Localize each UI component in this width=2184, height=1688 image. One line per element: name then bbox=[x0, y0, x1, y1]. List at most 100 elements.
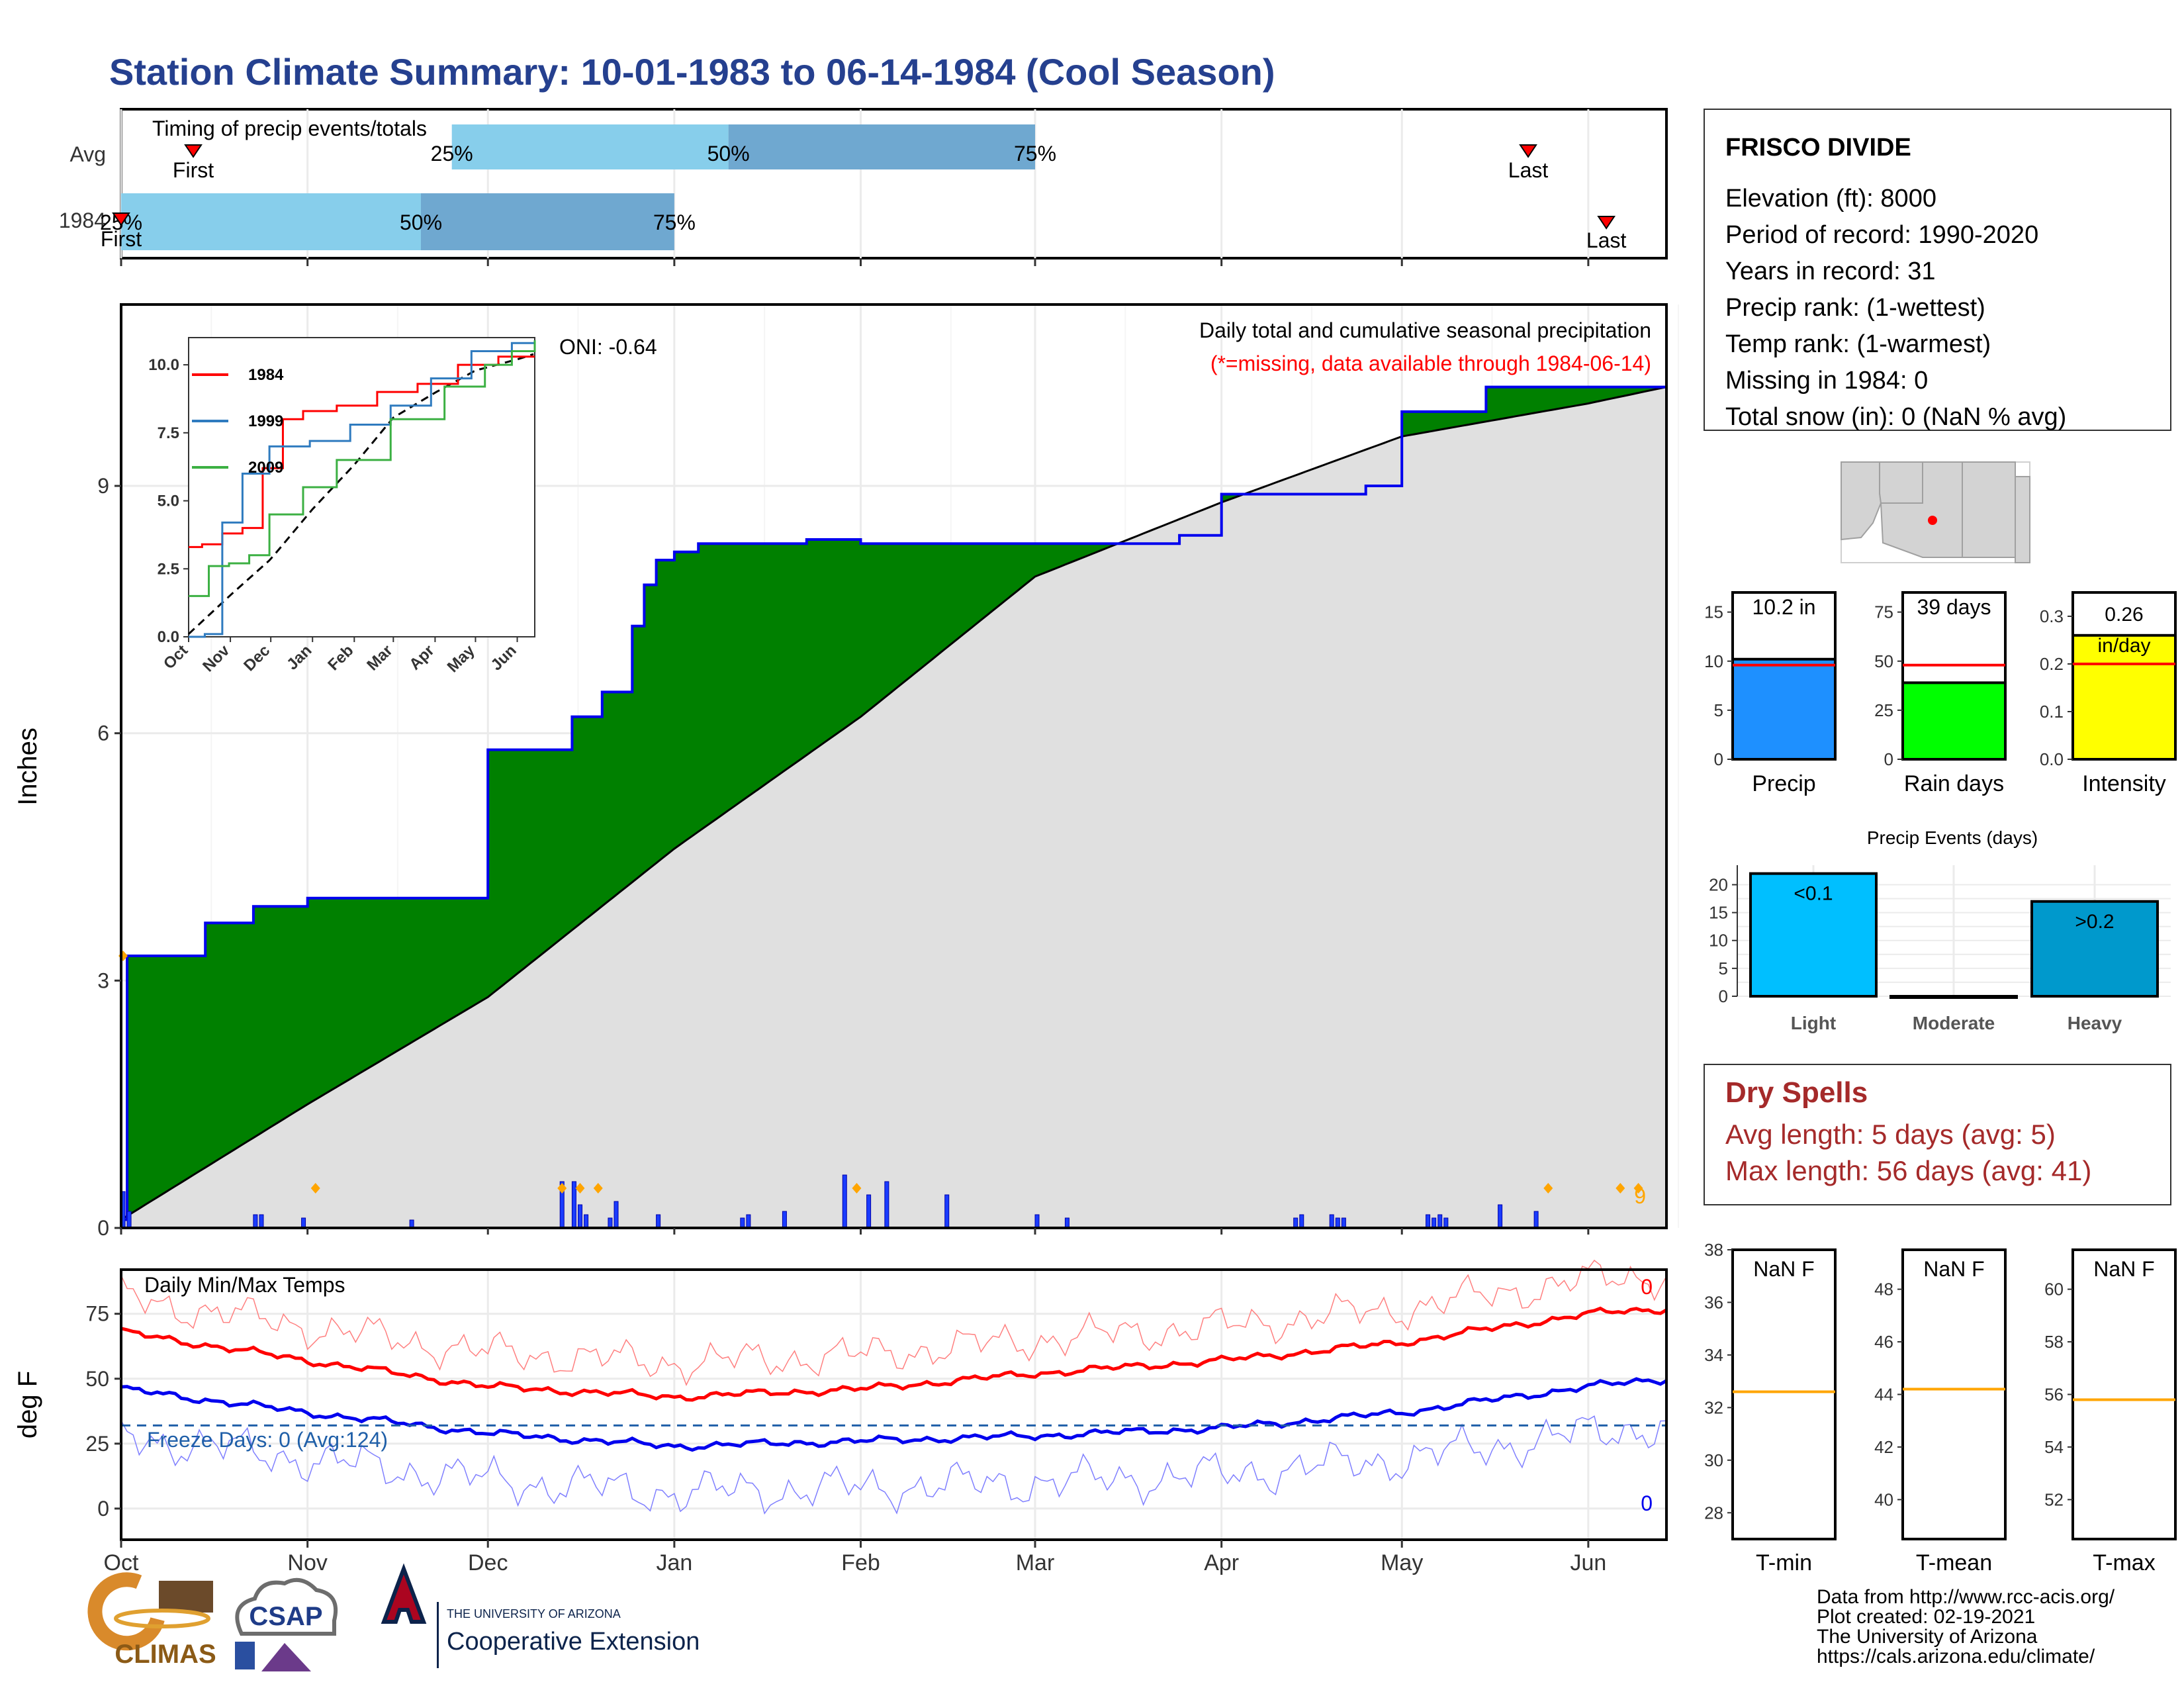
ua-block-a-icon bbox=[381, 1563, 427, 1624]
dry-spells-max: Max length: 56 days (avg: 41) bbox=[1725, 1155, 2091, 1186]
temp-summary-y-tick-label: 32 bbox=[1704, 1397, 1723, 1417]
precip-y-tick-label: 6 bbox=[97, 722, 109, 745]
temp-summary-value-label: NaN F bbox=[1923, 1257, 1984, 1281]
inset-series-line bbox=[189, 340, 536, 638]
daily-precip-bar bbox=[944, 1194, 950, 1229]
station-box-frame bbox=[1704, 109, 2171, 431]
inset-y-tick-label: 2.5 bbox=[158, 560, 179, 578]
temp-summary-y-tick-label: 38 bbox=[1704, 1240, 1723, 1260]
station-line: Total snow (in): 0 (NaN % avg) bbox=[1725, 403, 2066, 431]
events-title: Precip Events (days) bbox=[1867, 827, 2038, 848]
summary-axis-label: Rain days bbox=[1904, 771, 2004, 796]
temp-summary-value-label: NaN F bbox=[2093, 1257, 2154, 1281]
avg-50-75-bar bbox=[728, 124, 1036, 169]
month-label: Jan bbox=[656, 1550, 692, 1575]
temp-y-tick-label: 50 bbox=[85, 1367, 109, 1391]
csap-mountain-icon bbox=[261, 1643, 311, 1671]
ua-name-text: THE UNIVERSITY OF ARIZONA bbox=[447, 1607, 621, 1620]
station-line: Period of record: 1990-2020 bbox=[1725, 221, 2038, 249]
daily-precip-bar bbox=[1293, 1217, 1298, 1229]
timing-row-avg: Avg bbox=[69, 142, 106, 166]
month-label: Nov bbox=[287, 1550, 327, 1575]
footer-line: https://cals.arizona.edu/climate/ bbox=[1817, 1646, 2095, 1667]
month-label: Mar bbox=[1016, 1550, 1055, 1575]
daily-precip-bar bbox=[578, 1204, 583, 1229]
daily-precip-bar bbox=[1443, 1217, 1449, 1229]
precip-y-tick-label: 3 bbox=[97, 968, 109, 992]
nevada-utah-shape bbox=[1879, 461, 1923, 504]
station-location-marker bbox=[1928, 516, 1937, 525]
event-category-label: Moderate bbox=[1913, 1013, 1995, 1033]
events-y-tick-label: 0 bbox=[1719, 986, 1728, 1006]
precip-y-label: Inches bbox=[13, 727, 42, 806]
avg-min-temp-line bbox=[120, 1377, 1668, 1452]
missing-marker bbox=[575, 1183, 585, 1194]
climas-emblem-icon bbox=[159, 1581, 213, 1613]
1984-50-75-bar bbox=[421, 193, 674, 250]
avg-50-label: 50% bbox=[707, 142, 750, 165]
temp-summary-y-tick-label: 58 bbox=[2044, 1332, 2064, 1352]
summary-y-tick-label: 0 bbox=[1884, 749, 1893, 769]
temp-summary-axis-label: T-mean bbox=[1916, 1550, 1992, 1575]
timing-panel: Timing of precip events/totals Avg 1984 … bbox=[59, 108, 1668, 266]
daily-precip-bar bbox=[884, 1181, 889, 1229]
summary-axis-label: Intensity bbox=[2082, 771, 2166, 796]
temp-summary-y-tick-label: 42 bbox=[1874, 1437, 1893, 1457]
precip-title: Daily total and cumulative seasonal prec… bbox=[1199, 318, 1651, 342]
summary-y-tick-label: 25 bbox=[1874, 700, 1893, 720]
daily-precip-bar bbox=[1426, 1214, 1431, 1229]
temp-summary-y-tick-label: 30 bbox=[1704, 1450, 1723, 1470]
avg-75-label: 75% bbox=[1014, 142, 1056, 165]
avg-first-marker bbox=[184, 144, 203, 158]
daily-precip-bar bbox=[1432, 1217, 1437, 1229]
temp-summary-y-tick-label: 34 bbox=[1704, 1345, 1723, 1365]
temp-y-ticks: 0 25 50 75 bbox=[85, 1302, 121, 1521]
event-bar-label: <0.1 bbox=[1794, 883, 1833, 905]
inset-y-tick-label: 5.0 bbox=[158, 492, 179, 510]
ua-divider bbox=[437, 1602, 439, 1668]
summary-y-tick-label: 10 bbox=[1704, 651, 1723, 671]
temp-y-label: deg F bbox=[13, 1371, 42, 1438]
inset-frame bbox=[188, 337, 535, 637]
event-category-label: Heavy bbox=[2068, 1013, 2122, 1033]
missing-marker bbox=[557, 1183, 567, 1194]
events-bars: <0.1 Light Moderate >0.2 Heavy 0 5 10 15 20 bbox=[1709, 865, 2171, 1033]
daily-precip-bar bbox=[571, 1181, 576, 1229]
missing-note: (*=missing, data available through 1984-… bbox=[1210, 352, 1651, 375]
summary-value-bar bbox=[1731, 657, 1837, 761]
footer-credits: Data from http://www.rcc-acis.org/ Plot … bbox=[1817, 1586, 2115, 1667]
footer-line: Plot created: 02-19-2021 bbox=[1817, 1606, 2035, 1628]
temp-summary-frame bbox=[2071, 1248, 2177, 1540]
dry-spells-box: Dry Spells Avg length: 5 days (avg: 5) M… bbox=[1704, 1064, 2171, 1205]
missing-marker bbox=[1543, 1183, 1553, 1194]
daily-precip-bar bbox=[259, 1214, 264, 1229]
daily-precip-bar bbox=[608, 1217, 613, 1229]
daily-precip-bar bbox=[656, 1214, 661, 1229]
temp-summary-y-tick-label: 60 bbox=[2044, 1280, 2064, 1299]
daily-precip-bar bbox=[1498, 1204, 1503, 1229]
daily-precip-bar bbox=[782, 1211, 787, 1229]
temp-y-tick-label: 75 bbox=[85, 1302, 109, 1326]
temp-plot bbox=[120, 1259, 1668, 1515]
temp-summary-axis-label: T-min bbox=[1756, 1550, 1812, 1575]
coop-extension-text: Cooperative Extension bbox=[447, 1628, 700, 1656]
csap-cloud-icon bbox=[235, 1577, 338, 1636]
avg-25-50-bar bbox=[451, 124, 729, 169]
summary-y-tick-label: 0.0 bbox=[2040, 749, 2064, 769]
1984-first-marker bbox=[112, 212, 130, 226]
month-label: Oct bbox=[104, 1550, 139, 1575]
daily-precip-bar bbox=[1064, 1217, 1069, 1229]
temp-title: Daily Min/Max Temps bbox=[144, 1273, 345, 1297]
climas-logo-text: CLIMAS bbox=[114, 1640, 216, 1669]
missing-marker bbox=[1615, 1183, 1625, 1194]
daily-precip-bar bbox=[1341, 1217, 1346, 1229]
events-y-tick-label: 20 bbox=[1709, 874, 1728, 894]
daily-precip-bar bbox=[584, 1214, 589, 1229]
summary-y-tick-label: 0 bbox=[1714, 749, 1723, 769]
temp-panel: 0 25 50 75 deg F Daily Min/Max Temps Freeze… bbox=[13, 1228, 1668, 1575]
precip-frame bbox=[120, 303, 1668, 1229]
daily-precip-bar bbox=[1533, 1211, 1539, 1229]
daily-precip-bar bbox=[1299, 1214, 1304, 1229]
